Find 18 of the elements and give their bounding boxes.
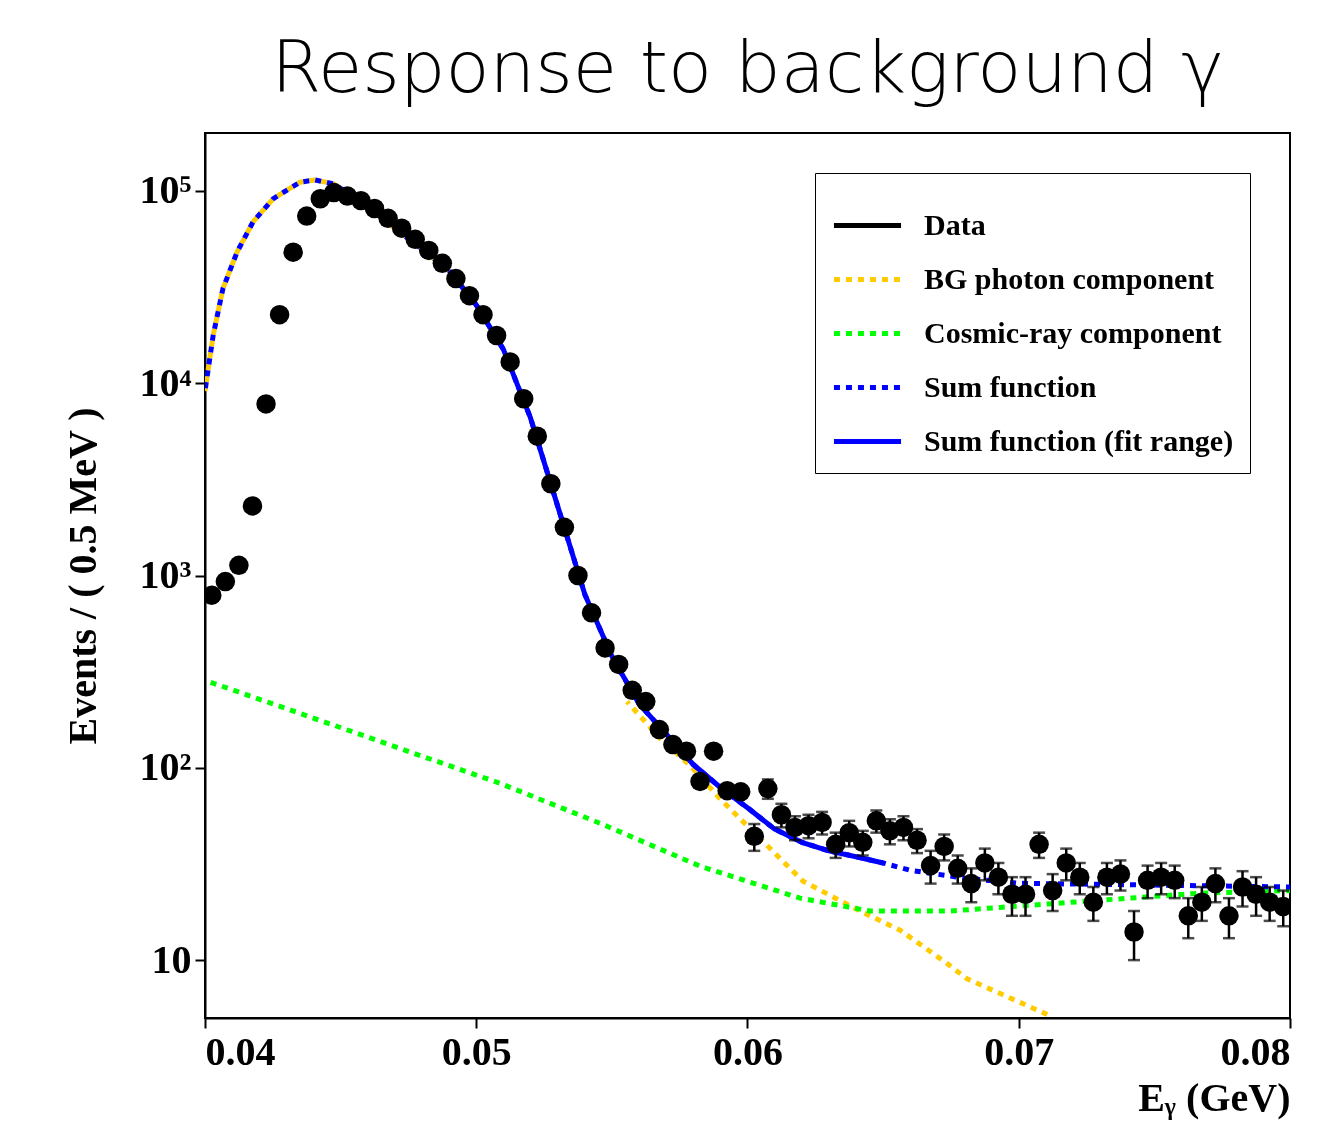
- x-tick-label: 0.05: [441, 1028, 512, 1074]
- y-tick-label: 10: [151, 936, 192, 982]
- legend-label: Cosmic-ray component: [924, 315, 1222, 349]
- y-tick-label: 10⁵: [139, 167, 192, 213]
- x-tick-label: 0.07: [984, 1028, 1055, 1074]
- legend-label: BG photon component: [924, 261, 1215, 295]
- x-tick-label: 0.06: [713, 1028, 783, 1074]
- x-axis-title: Eᵧ (GeV): [1138, 1074, 1291, 1120]
- legend-label: Sum function: [924, 369, 1097, 403]
- x-tick-label: 0.04: [205, 1028, 276, 1074]
- y-tick-label: 10⁴: [139, 359, 192, 405]
- y-tick-label: 10³: [139, 552, 192, 597]
- y-tick-label: 10²: [139, 744, 192, 790]
- legend-label: Sum function (fit range): [924, 423, 1234, 458]
- x-tick-label: 0.08: [1220, 1028, 1291, 1074]
- chart-title: Response to background γ: [271, 25, 1224, 109]
- y-axis-title: Events / ( 0.5 MeV ): [59, 407, 105, 745]
- legend-label: Data: [924, 207, 986, 241]
